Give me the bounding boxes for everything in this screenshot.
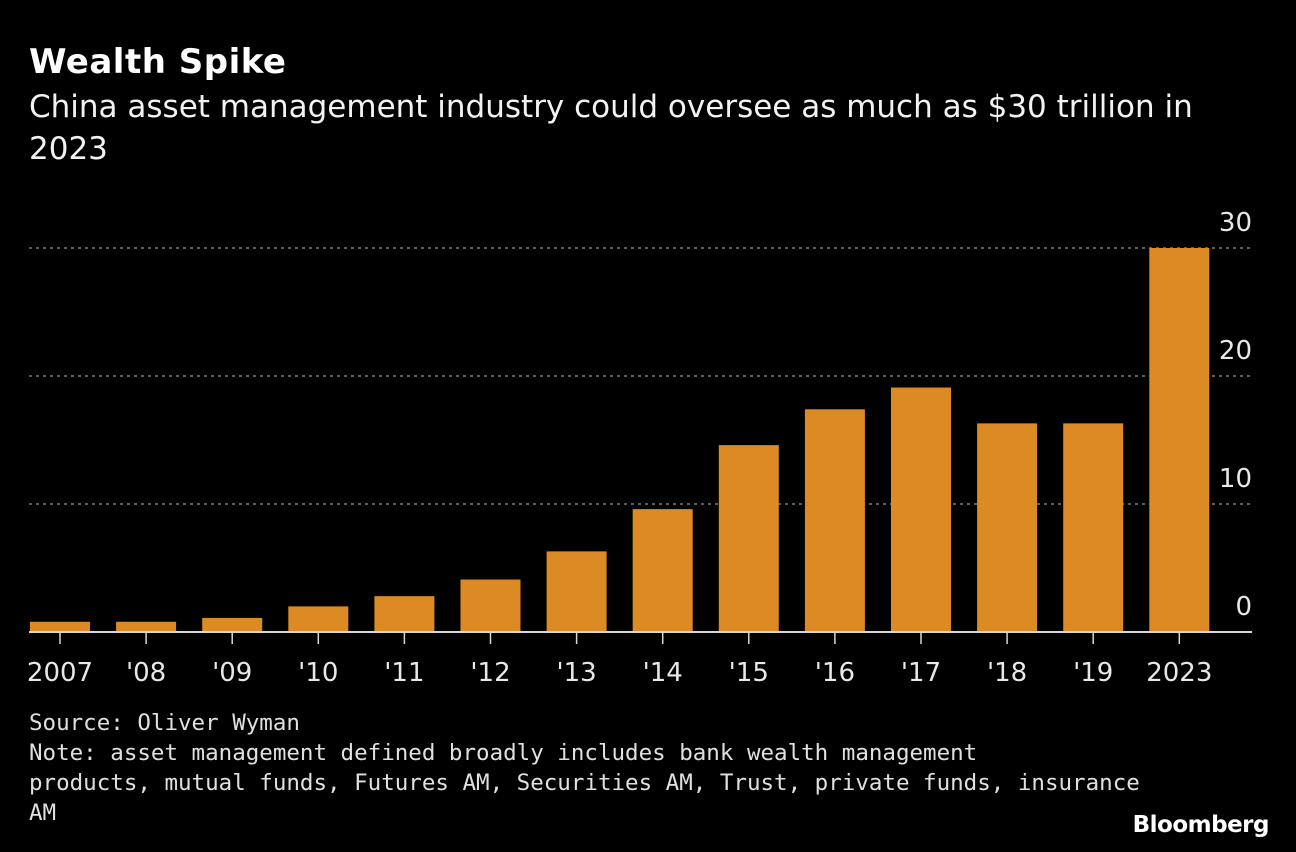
y-tick-label: 20 — [1219, 336, 1252, 366]
bar-09 — [202, 617, 263, 632]
x-tick-label: '10 — [298, 658, 338, 688]
x-tick-label: '12 — [470, 658, 510, 688]
bar-17 — [891, 387, 951, 632]
bar-11 — [374, 596, 435, 632]
x-tick-label: '11 — [384, 658, 424, 688]
bar-18 — [977, 423, 1038, 632]
chart-subtitle: China asset management industry could ov… — [29, 89, 1193, 167]
bar-chart: 2007 '08 '09 '10 '11 '12 '13 '14 '15 '16 '17 '18 '19… — [27, 208, 1252, 688]
x-tick-label: '16 — [815, 658, 855, 688]
x-tick-label: '13 — [556, 658, 596, 688]
bar-12 — [460, 579, 521, 632]
x-tick-label: '18 — [987, 658, 1027, 688]
bar-19 — [1063, 423, 1124, 632]
x-tick-label: 2007 — [27, 658, 93, 688]
bar-13 — [546, 551, 607, 632]
note-line: Note: asset management defined broadly i… — [29, 740, 978, 766]
chart-footer: Source: Oliver Wyman Note: asset managem… — [29, 708, 1140, 828]
x-tick-label: '15 — [729, 658, 769, 688]
y-axis: 0 10 20 30 — [1219, 208, 1252, 622]
bar-2023 — [1149, 248, 1210, 632]
y-tick-label: 0 — [1235, 592, 1252, 622]
x-tick-label: 2023 — [1146, 658, 1212, 688]
x-tick-label: '14 — [643, 658, 683, 688]
x-tick-label: '19 — [1073, 658, 1113, 688]
x-tick-label: '09 — [212, 658, 252, 688]
x-axis: 2007 '08 '09 '10 '11 '12 '13 '14 '15 '16 '17 '18 '19… — [27, 631, 1252, 688]
y-tick-label: 10 — [1219, 464, 1252, 494]
note-line: products, mutual funds, Futures AM, Secu… — [29, 770, 1140, 796]
bloomberg-logo: Bloomberg — [1132, 812, 1270, 838]
bar-16 — [804, 409, 865, 632]
y-tick-label: 30 — [1219, 208, 1252, 238]
bar-15 — [718, 445, 779, 632]
bar-08 — [116, 621, 177, 632]
note-line: AM — [29, 800, 57, 826]
bar-14 — [632, 509, 693, 632]
x-tick-label: '08 — [126, 658, 166, 688]
bar-2007 — [30, 621, 90, 632]
source-text: Source: Oliver Wyman — [29, 710, 300, 736]
bars — [30, 248, 1210, 632]
bar-10 — [288, 606, 349, 632]
chart-title: Wealth Spike — [29, 42, 287, 82]
gridlines — [29, 247, 1252, 505]
x-tick-label: '17 — [901, 658, 941, 688]
